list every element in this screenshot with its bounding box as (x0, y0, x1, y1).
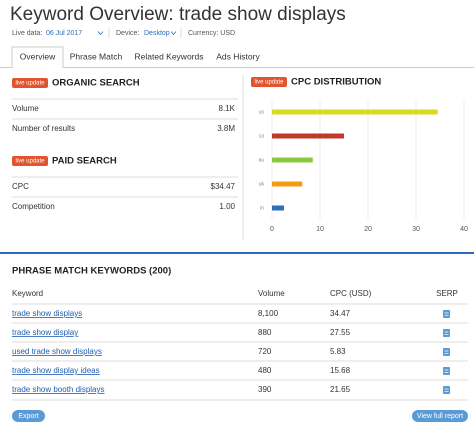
volume: 720 (258, 347, 272, 356)
volume: 390 (258, 385, 272, 394)
column-header: CPC (USD) (330, 289, 372, 298)
metric-label: Competition (12, 202, 55, 211)
keyword-link[interactable]: trade show displays (12, 309, 82, 318)
badge-label: live update (15, 81, 45, 87)
tab[interactable]: Ads History (216, 51, 260, 61)
badge (12, 78, 48, 88)
x-tick-label: 0 (270, 226, 274, 233)
badge-label: live update (254, 80, 284, 86)
phrase-match-table: PHRASE MATCH KEYWORDS (200) Keyword Volume… (12, 266, 468, 401)
table-title: PHRASE MATCH KEYWORDS (200) (12, 266, 171, 277)
column-header: Keyword (12, 289, 43, 298)
metric-value: 3.8M (217, 124, 235, 133)
metric-label: Number of results (12, 124, 75, 133)
cpc: 15.68 (330, 366, 351, 375)
device-picker[interactable]: Desktop (144, 30, 170, 37)
column-header: Volume (258, 289, 285, 298)
chart-title: CPC DISTRIBUTION (291, 77, 381, 88)
badge (251, 77, 287, 87)
bar (272, 157, 313, 163)
column-header: SERP (436, 289, 458, 298)
export-label: Export (18, 413, 38, 420)
keyword-link[interactable]: used trade show displays (12, 347, 102, 356)
caret (97, 31, 104, 36)
device-label: Device: (116, 30, 139, 37)
tab[interactable]: Phrase Match (70, 51, 123, 61)
full-report-label: View full report (417, 413, 463, 420)
y-tick-label: uk (259, 181, 265, 187)
y-tick-label: in (260, 205, 264, 211)
tabs: Overview Phrase Match Related Keywords Ads … (20, 51, 261, 61)
x-tick-label: 10 (316, 226, 324, 233)
cpc: 21.65 (330, 385, 351, 394)
volume: 480 (258, 366, 272, 375)
caret (170, 31, 177, 36)
serp-icon[interactable] (443, 367, 450, 375)
keyword-link[interactable]: trade show booth displays (12, 385, 105, 394)
export-button[interactable] (12, 410, 45, 422)
x-tick-label: 30 (412, 226, 420, 233)
cpc: 5.83 (330, 347, 346, 356)
serp-icon[interactable] (443, 310, 450, 318)
serp-icon[interactable] (443, 348, 450, 356)
live-data-label: Live data: (12, 30, 42, 37)
page-title: Keyword Overview: trade show displays (10, 4, 346, 25)
section-title: ORGANIC SEARCH (52, 78, 140, 89)
cpc-chart: live update CPC DISTRIBUTION 0 10 20 30 40 us ca… (251, 77, 468, 233)
currency: Currency: USD (188, 30, 235, 37)
date-picker[interactable]: 06 Jul 2017 (46, 30, 82, 37)
keyword-link[interactable]: trade show display (12, 328, 78, 337)
x-tick-label: 40 (460, 226, 468, 233)
metric-label: Volume (12, 104, 39, 113)
tab[interactable]: Related Keywords (135, 51, 204, 61)
serp-icon[interactable] (443, 329, 450, 337)
bar (272, 133, 344, 139)
y-tick-label: au (258, 157, 264, 163)
serp-icon[interactable] (443, 386, 450, 394)
y-tick-label: us (259, 109, 265, 115)
badge (12, 156, 48, 166)
summary-panel: live update ORGANIC SEARCH Volume 8.1K Numbe… (12, 75, 244, 240)
cpc: 34.47 (330, 309, 351, 318)
metric-value: $34.47 (211, 182, 236, 191)
bar (272, 109, 438, 115)
section-title: PAID SEARCH (52, 156, 117, 167)
metric-label: CPC (12, 182, 29, 191)
metric-value: 8.1K (219, 104, 236, 113)
x-tick-label: 20 (364, 226, 372, 233)
metric-value: 1.00 (219, 202, 235, 211)
bar (272, 205, 284, 211)
bar (272, 181, 303, 187)
y-tick-label: ca (259, 133, 265, 139)
tab[interactable]: Overview (20, 51, 56, 61)
cpc: 27.55 (330, 328, 351, 337)
volume: 880 (258, 328, 272, 337)
keyword-link[interactable]: trade show display ideas (12, 366, 100, 375)
full-report-button[interactable] (412, 410, 468, 422)
active-tab (11, 46, 64, 68)
badge-label: live update (15, 159, 45, 165)
volume: 8,100 (258, 309, 279, 318)
